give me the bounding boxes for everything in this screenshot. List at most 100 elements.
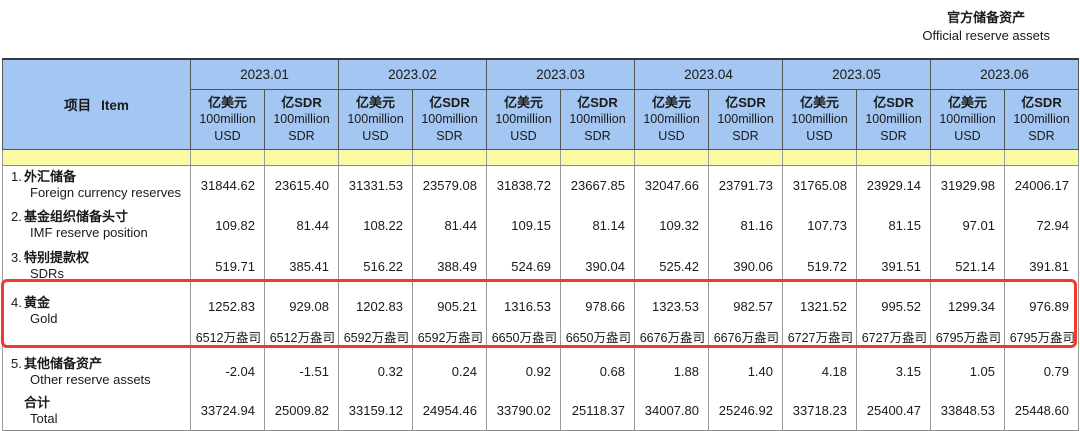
cell-value: 31765.08 xyxy=(782,165,857,205)
cell-value: 107.73 xyxy=(782,205,857,245)
unit-header-usd: 亿美元 100million USD xyxy=(190,88,265,150)
cell-value: 33159.12 xyxy=(338,392,413,430)
cell-value: 905.21 xyxy=(412,287,487,325)
cell-value: 33724.94 xyxy=(190,392,265,430)
cell-value: 982.57 xyxy=(708,287,783,325)
row-total: 合计 Total 33724.94 25009.82 33159.12 2495… xyxy=(2,392,1079,430)
cell-value: 0.79 xyxy=(1004,351,1079,392)
month-header-2023-02: 2023.02 xyxy=(338,59,487,90)
yellow-band-row xyxy=(2,148,1079,166)
cell-value: 81.14 xyxy=(560,205,635,245)
cell-gold-ounces: 6795万盎司 xyxy=(930,325,1005,351)
cell-value: 25009.82 xyxy=(264,392,339,430)
cell-value: 4.18 xyxy=(782,351,857,392)
cell-value: 81.44 xyxy=(264,205,339,245)
item-header-zh: 项目 xyxy=(64,98,92,114)
cell-gold-ounces: 6795万盎司 xyxy=(1004,325,1079,351)
row-label: 5. 其他储备资产 Other reserve assets xyxy=(2,351,191,392)
cell-value: 519.71 xyxy=(190,245,265,287)
cell-value: 1252.83 xyxy=(190,287,265,325)
cell-value: 109.82 xyxy=(190,205,265,245)
cell-gold-ounces: 6592万盎司 xyxy=(338,325,413,351)
unit-header-row: 亿美元 100million USD 亿SDR 100million SDR 亿美元 10… xyxy=(3,88,1079,150)
cell-value: 23929.14 xyxy=(856,165,931,205)
row-other-reserve-assets: 5. 其他储备资产 Other reserve assets -2.04 -1.5… xyxy=(2,351,1079,392)
cell-gold-ounces: 6512万盎司 xyxy=(190,325,265,351)
page-title-en: Official reserve assets xyxy=(922,28,1050,43)
row-gold-values: 4. 黄金 Gold 1252.83 929.08 1202.83 905.21 … xyxy=(2,287,1079,351)
row-label: 合计 Total xyxy=(2,392,191,430)
cell-gold-ounces: 6676万盎司 xyxy=(708,325,783,351)
cell-value: 1299.34 xyxy=(930,287,1005,325)
cell-value: 34007.80 xyxy=(634,392,709,430)
cell-value: 32047.66 xyxy=(634,165,709,205)
unit-header-usd: 亿美元 100million USD xyxy=(338,88,413,150)
cell-value: 31838.72 xyxy=(486,165,561,205)
cell-value: 25448.60 xyxy=(1004,392,1079,430)
cell-value: 25118.37 xyxy=(560,392,635,430)
cell-value: 33718.23 xyxy=(782,392,857,430)
cell-value: 108.22 xyxy=(338,205,413,245)
cell-value: 390.04 xyxy=(560,245,635,287)
cell-value: 25400.47 xyxy=(856,392,931,430)
cell-value: 23579.08 xyxy=(412,165,487,205)
cell-value: 521.14 xyxy=(930,245,1005,287)
month-header-2023-04: 2023.04 xyxy=(634,59,783,90)
cell-value: 23791.73 xyxy=(708,165,783,205)
cell-value: 1323.53 xyxy=(634,287,709,325)
cell-gold-ounces: 6650万盎司 xyxy=(486,325,561,351)
cell-value: 0.24 xyxy=(412,351,487,392)
cell-value: -2.04 xyxy=(190,351,265,392)
cell-value: 390.06 xyxy=(708,245,783,287)
cell-value: 33790.02 xyxy=(486,392,561,430)
cell-value: 31844.62 xyxy=(190,165,265,205)
cell-value: 0.92 xyxy=(486,351,561,392)
row-label-gold: 4. 黄金 Gold xyxy=(2,287,191,351)
cell-value: 1321.52 xyxy=(782,287,857,325)
unit-header-usd: 亿美元 100million USD xyxy=(486,88,561,150)
cell-value: 81.16 xyxy=(708,205,783,245)
row-sdrs: 3. 特别提款权 SDRs 519.71 385.41 516.22 388.49… xyxy=(2,245,1079,287)
reserve-assets-table: 项目 Item 2023.01 2023.02 2023.03 2023.04 2… xyxy=(2,58,1079,431)
cell-value: 1.40 xyxy=(708,351,783,392)
cell-value: 1316.53 xyxy=(486,287,561,325)
unit-header-sdr: 亿SDR 100million SDR xyxy=(264,88,339,150)
cell-value: 72.94 xyxy=(1004,205,1079,245)
page-title-zh: 官方储备资产 xyxy=(947,10,1026,25)
item-column-header: 项目 Item xyxy=(2,59,191,150)
page-title: 官方储备资产 Official reserve assets xyxy=(922,9,1050,45)
cell-value: 25246.92 xyxy=(708,392,783,430)
cell-value: 109.15 xyxy=(486,205,561,245)
cell-gold-ounces: 6727万盎司 xyxy=(856,325,931,351)
cell-value: 1.05 xyxy=(930,351,1005,392)
cell-value: 524.69 xyxy=(486,245,561,287)
month-header-2023-05: 2023.05 xyxy=(782,59,931,90)
unit-header-usd: 亿美元 100million USD xyxy=(930,88,1005,150)
unit-header-sdr: 亿SDR 100million SDR xyxy=(856,88,931,150)
cell-value: 24954.46 xyxy=(412,392,487,430)
unit-header-usd: 亿美元 100million USD xyxy=(782,88,857,150)
cell-value: 31929.98 xyxy=(930,165,1005,205)
cell-value: 24006.17 xyxy=(1004,165,1079,205)
cell-value: 995.52 xyxy=(856,287,931,325)
cell-value: 3.15 xyxy=(856,351,931,392)
row-label: 3. 特别提款权 SDRs xyxy=(2,245,191,287)
cell-value: 23667.85 xyxy=(560,165,635,205)
unit-header-sdr: 亿SDR 100million SDR xyxy=(560,88,635,150)
month-header-2023-03: 2023.03 xyxy=(486,59,635,90)
cell-value: 391.81 xyxy=(1004,245,1079,287)
month-header-2023-01: 2023.01 xyxy=(190,59,339,90)
cell-value: 1.88 xyxy=(634,351,709,392)
cell-value: 109.32 xyxy=(634,205,709,245)
reserve-assets-table-wrapper: 项目 Item 2023.01 2023.02 2023.03 2023.04 2… xyxy=(2,58,1079,431)
unit-header-sdr: 亿SDR 100million SDR xyxy=(1004,88,1079,150)
cell-value: 0.32 xyxy=(338,351,413,392)
cell-value: 1202.83 xyxy=(338,287,413,325)
row-label: 1. 外汇储备 Foreign currency reserves xyxy=(2,165,191,205)
cell-value: 97.01 xyxy=(930,205,1005,245)
cell-gold-ounces: 6727万盎司 xyxy=(782,325,857,351)
cell-value: 31331.53 xyxy=(338,165,413,205)
item-header-en: Item xyxy=(101,98,129,114)
cell-value: 525.42 xyxy=(634,245,709,287)
cell-value: 0.68 xyxy=(560,351,635,392)
